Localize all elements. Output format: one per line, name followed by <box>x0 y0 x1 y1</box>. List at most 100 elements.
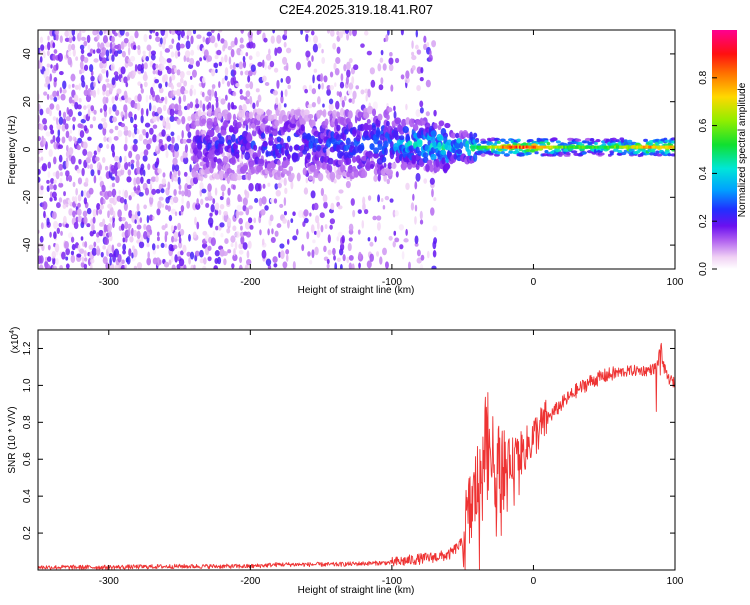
spectrogram-cell <box>149 127 154 135</box>
spectrogram-cell <box>54 30 60 36</box>
spectrogram-cell <box>90 105 95 112</box>
spectrogram-cell <box>171 136 175 144</box>
spectrogram-cell <box>343 144 349 152</box>
spectrogram-cell <box>124 198 127 205</box>
spectrogram-cell <box>346 69 351 78</box>
spectrogram-cell <box>199 181 204 191</box>
spectrogram-cell <box>295 108 302 116</box>
spectrogram-cell <box>113 248 120 258</box>
spectrogram-core <box>581 145 585 149</box>
spectrogram-cell <box>63 191 66 197</box>
spectrogram-cell <box>309 212 312 217</box>
spectrogram-cell <box>267 114 275 122</box>
spectrogram-cell <box>143 231 148 240</box>
spectrogram-cell <box>207 217 214 226</box>
spectrogram-cell <box>53 179 57 184</box>
spectrogram-cell <box>62 111 67 119</box>
spectrogram-cell <box>386 169 394 177</box>
spectrogram-cell <box>186 56 190 63</box>
spectrogram-cell <box>318 109 323 116</box>
spectrogram-cell <box>99 30 103 36</box>
spectrogram-cell <box>437 124 442 131</box>
spectrogram-cell <box>219 195 224 201</box>
spectrogram-cell <box>67 43 72 52</box>
spectrogram-cell <box>123 155 127 164</box>
spectrogram-cell <box>372 108 377 117</box>
spectrogram-cell <box>426 159 433 166</box>
spectrogram-cell <box>352 30 357 37</box>
spectrogram-core <box>605 145 608 149</box>
spectrogram-cell <box>177 109 183 117</box>
spectrogram-cell <box>327 234 331 244</box>
spectrogram-cell <box>345 157 352 166</box>
spectrogram-cell <box>404 77 410 84</box>
spectrogram-cell <box>240 50 244 56</box>
spectrogram-cell <box>67 56 72 66</box>
snr-multiplier-exp: 4 <box>9 330 16 334</box>
spectrogram-cell <box>114 125 119 131</box>
spectrogram-cell <box>178 241 183 249</box>
spectrogram-cell <box>51 251 56 259</box>
spectrogram-cell <box>160 30 166 36</box>
spectrogram-cell <box>370 116 374 123</box>
spectrogram-cell <box>170 84 175 90</box>
spectrogram-cell <box>344 30 350 34</box>
spectrogram-cell <box>230 40 236 48</box>
spectrogram-cell <box>171 264 176 269</box>
spectrogram-cell <box>221 77 225 85</box>
spectrogram-cell <box>242 242 248 250</box>
spectrogram-cell <box>296 228 299 236</box>
spectrogram-cell <box>39 36 44 44</box>
spectrogram-cell <box>287 84 291 90</box>
spectrogram-cell <box>152 63 157 71</box>
colorbar-tick-label: 0.8 <box>698 70 709 84</box>
spectrogram-cell <box>59 264 63 269</box>
spectrogram-cell <box>92 89 97 98</box>
spectrogram-core <box>535 145 539 149</box>
spectrogram-cell <box>310 190 316 199</box>
spectrogram-cell <box>361 170 368 178</box>
spectrogram-cell <box>64 240 69 250</box>
spectrogram-cell <box>544 149 549 154</box>
spectrogram-cell <box>170 255 174 263</box>
spectrogram-cell <box>68 108 73 118</box>
spectrogram-cell <box>80 74 85 83</box>
spectrogram-cell <box>367 151 374 159</box>
spectrogram-cell <box>336 46 341 54</box>
spectrogram-cell <box>300 124 305 131</box>
spectrogram-cell <box>146 108 149 117</box>
spectrogram-cell <box>127 130 132 138</box>
spectrogram-cell <box>387 162 393 170</box>
spectrogram-cell <box>166 58 172 63</box>
spectrogram-cell <box>38 103 41 112</box>
spectrogram-cell <box>77 177 83 185</box>
spectrogram-cell <box>46 185 50 192</box>
spectrogram-cell <box>108 252 114 258</box>
spectrogram-cell <box>112 104 117 112</box>
spectrogram-cell <box>312 43 318 53</box>
x-tick-label: -200 <box>240 576 260 587</box>
spectrogram-cell <box>140 107 144 116</box>
spectrogram-cell <box>400 74 405 80</box>
spectrogram-core <box>563 145 566 149</box>
spectrogram-cell <box>387 107 393 113</box>
spectrogram-cell <box>224 75 228 81</box>
spectrogram-cell <box>39 235 44 243</box>
spectrogram-core <box>507 145 510 149</box>
spectrogram-core <box>573 145 576 149</box>
spectrogram-cell <box>61 251 66 260</box>
spectrogram-cell <box>389 141 394 149</box>
spectrogram-heatmap <box>38 30 675 269</box>
spectrogram-cell <box>207 101 212 110</box>
spectrogram-cell <box>394 237 400 243</box>
spectrogram-cell <box>83 64 89 71</box>
spectrogram-cell <box>142 155 148 162</box>
spectrogram-cell <box>290 218 294 223</box>
spectrogram-cell <box>127 47 131 56</box>
spectrogram-cell <box>107 244 113 254</box>
spectrogram-cell <box>249 95 253 105</box>
spectrogram-core <box>595 145 598 149</box>
spectrogram-cell <box>391 162 397 170</box>
spectrogram-cell <box>411 65 416 71</box>
